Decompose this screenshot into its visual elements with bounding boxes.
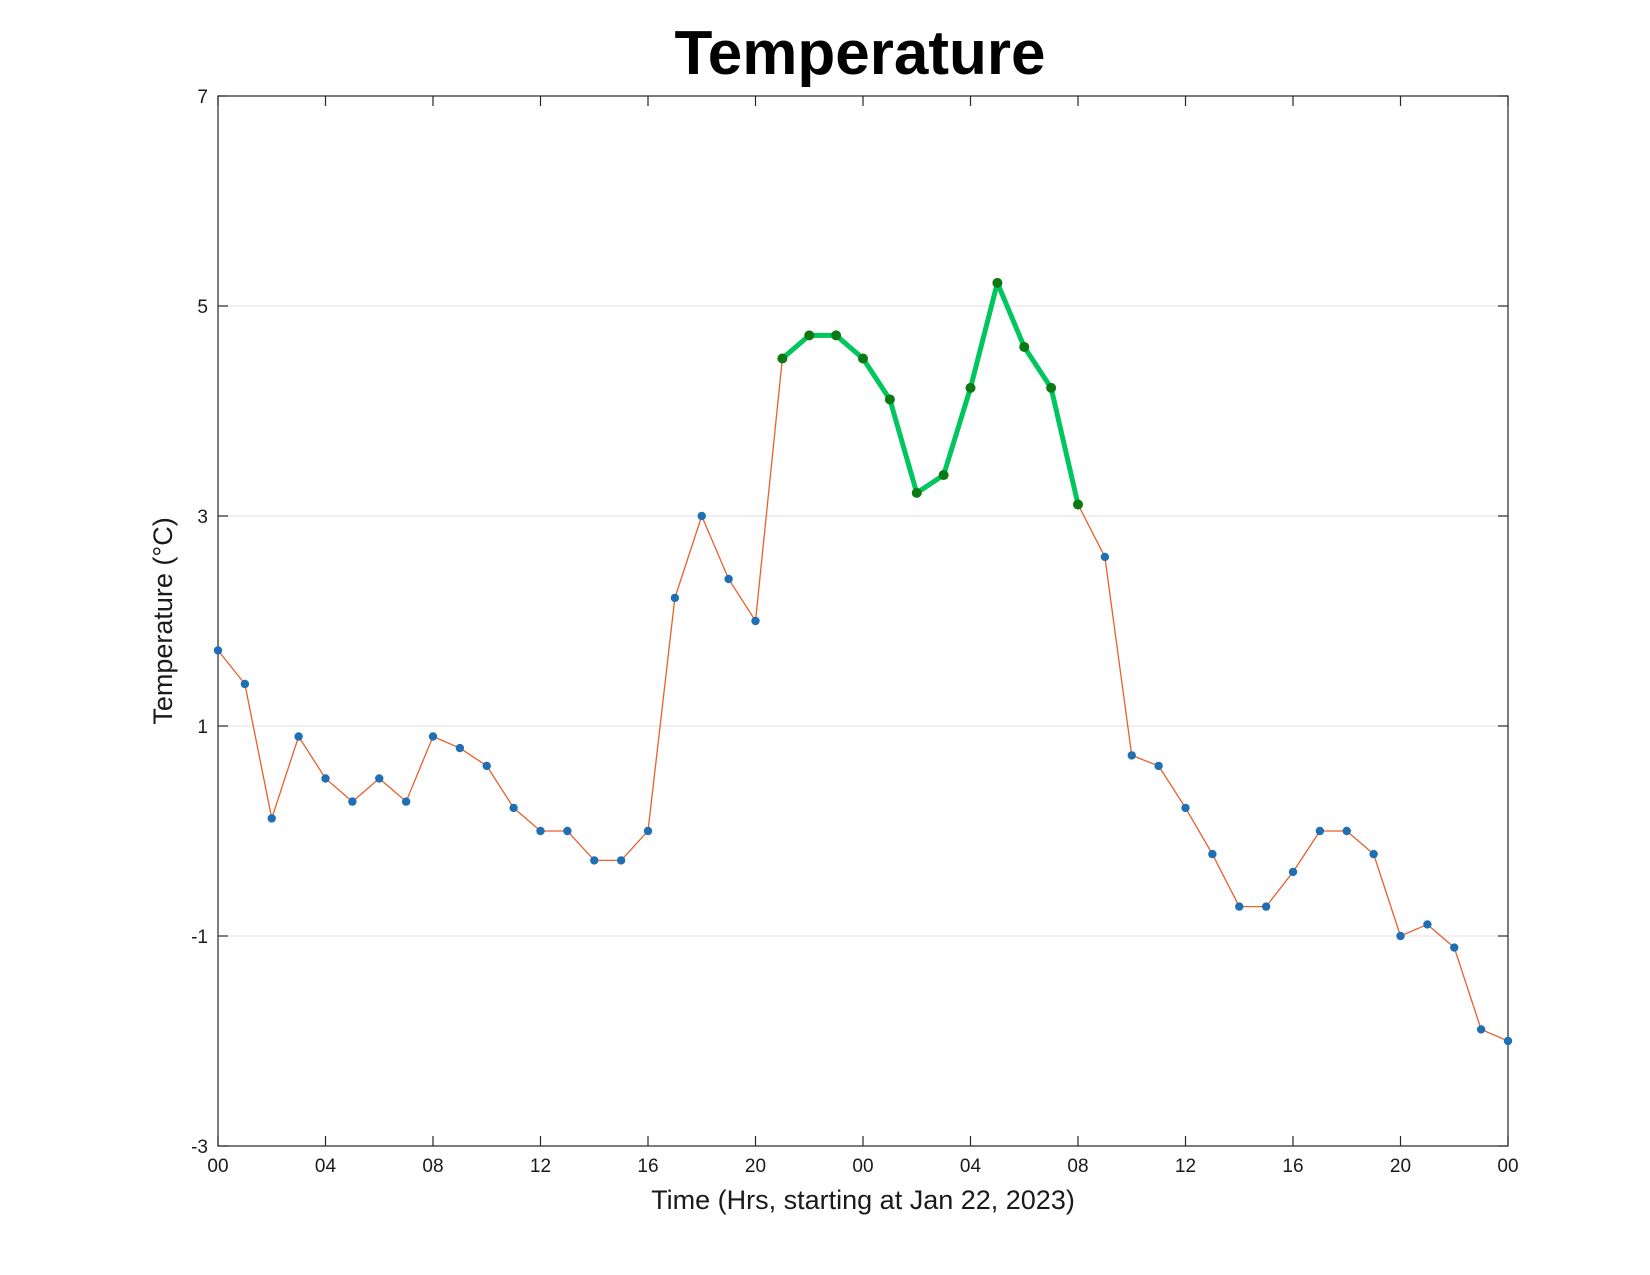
data-point [1503,1036,1513,1046]
data-point [1423,920,1432,929]
data-point [1208,849,1217,859]
highlight-data-point [804,330,815,341]
data-point [240,679,250,689]
x-tick-label: 00 [207,1156,228,1177]
data-point [321,774,330,783]
data-point [536,826,545,836]
x-axis-label: Time (Hrs, starting at Jan 22, 2023) [651,1185,1075,1215]
x-tick-label: 08 [422,1156,443,1177]
series-line-highlight [780,280,1081,506]
highlight-data-point [938,470,949,481]
data-point [1154,761,1163,771]
data-point [375,774,384,783]
data-point [1261,902,1271,911]
data-point [1100,552,1110,562]
data-point [1369,849,1378,859]
data-point [482,761,491,771]
x-tick-label: 00 [1497,1156,1518,1177]
x-tick-label: 00 [852,1156,873,1177]
data-point [1476,1025,1486,1034]
highlight-data-point [884,394,895,405]
chart-title: Temperature [674,19,1046,88]
y-tick-label: -1 [191,927,208,948]
y-tick-label: 3 [197,507,208,528]
y-tick-label: 1 [197,717,208,738]
highlight-data-point [1073,499,1083,510]
data-point [1450,943,1459,952]
data-point [1342,826,1351,836]
x-tick-label: 04 [315,1156,337,1177]
data-point [563,826,572,836]
data-point [213,646,223,655]
data-point [751,616,760,626]
data-point [294,732,303,741]
highlight-data-point [911,487,922,498]
y-tick-label: 7 [197,87,208,108]
x-tick-label: 04 [960,1156,982,1177]
highlight-data-point [1046,382,1057,393]
data-point [455,743,465,753]
data-point [643,826,653,836]
axis-ticks: -3 -1 1 3 5 7 00 04 08 12 16 20 00 04 08 12 16 20 00 [191,87,1518,1177]
data-point [1235,902,1244,911]
data-point [590,856,599,865]
highlight-data-point [858,353,868,364]
data-point [428,732,438,741]
y-axis-label: Temperature (°C) [148,517,178,724]
highlight-data-point [992,277,1003,288]
y-tick-label: 5 [197,297,208,318]
data-point [1181,803,1190,813]
y-tick-label: -3 [191,1137,208,1158]
data-point [670,593,680,603]
x-tick-label: 20 [745,1156,766,1177]
highlight-data-point [777,353,788,364]
data-point [1315,826,1325,836]
highlight-data-point [965,382,976,393]
data-point [1127,751,1136,760]
data-point [509,803,518,813]
x-tick-label: 12 [1175,1156,1196,1177]
data-point [697,511,706,521]
data-point [348,797,357,806]
data-point [616,856,626,865]
highlight-data-point [1019,341,1030,352]
series-layer [213,277,1513,1046]
data-point [1396,931,1405,941]
data-point [1288,867,1298,877]
x-tick-label: 20 [1390,1156,1411,1177]
data-point [401,797,411,806]
data-point [724,574,733,584]
grid-lines [218,305,1508,937]
series-line-temperature [217,280,1509,1042]
highlight-data-point [831,330,842,341]
plot-frame [217,95,1509,1147]
x-tick-label: 08 [1067,1156,1088,1177]
x-tick-label: 12 [530,1156,551,1177]
data-point [267,814,276,823]
x-tick-label: 16 [637,1156,658,1177]
x-tick-label: 16 [1282,1156,1303,1177]
